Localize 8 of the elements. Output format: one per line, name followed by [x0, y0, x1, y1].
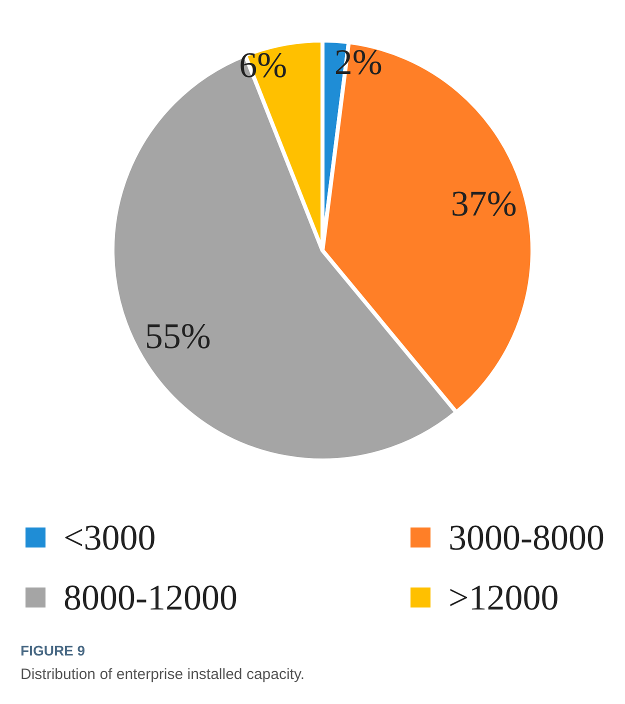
- caption: FIGURE 9: [20, 642, 86, 658]
- legend-label: >12000: [448, 578, 559, 618]
- legend-label: <3000: [64, 518, 156, 558]
- data-label: 55%: [144, 316, 211, 356]
- text: Distribution of enterprise installed capacity.: [20, 666, 305, 683]
- legend-label: 3000-8000: [448, 518, 604, 558]
- data-label: 37%: [450, 184, 517, 224]
- legend-label: 8000-12000: [64, 578, 238, 618]
